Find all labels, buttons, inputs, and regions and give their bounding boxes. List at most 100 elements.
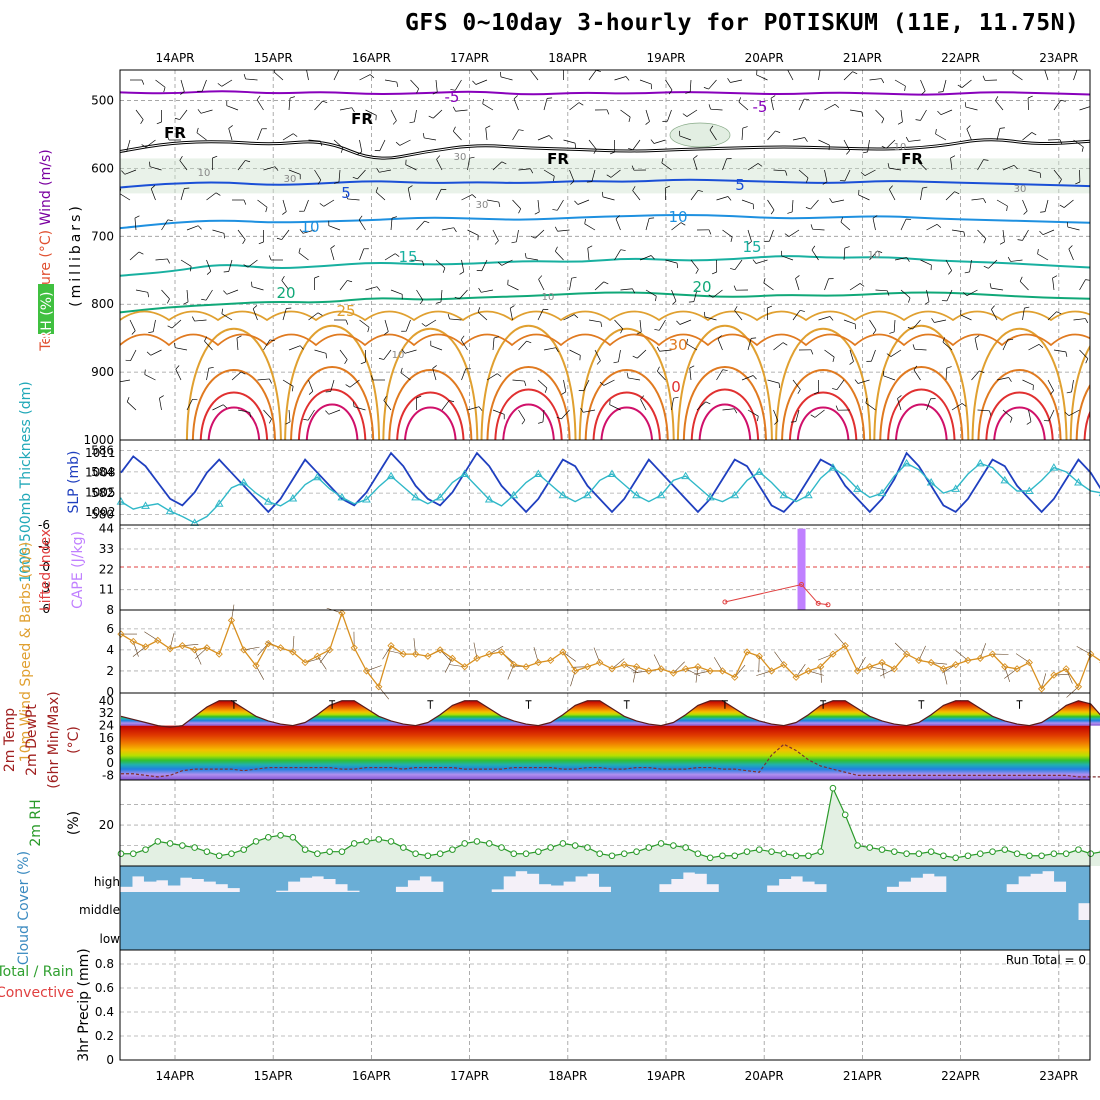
wind-barb-feather [668, 89, 673, 95]
wind-barb-feather [243, 199, 247, 205]
wind-barb [200, 109, 213, 114]
wind10m-point [313, 652, 322, 660]
wind-barb [920, 259, 932, 266]
wind-barb-feather [249, 412, 252, 418]
wind-barb [773, 169, 786, 172]
temp-tick: 24 [99, 719, 114, 733]
cloud-bar [131, 920, 145, 950]
wind-barb-feather [497, 261, 503, 266]
rh-point [952, 854, 959, 862]
wind-barb-feather [340, 147, 344, 153]
wind-barb-feather [606, 109, 610, 115]
wind-barb-feather [599, 381, 605, 386]
wind-barb-feather [795, 275, 800, 279]
wind-barb-feather [964, 271, 970, 274]
wind10m-barb [1015, 653, 1030, 663]
wind-barb-feather [574, 200, 579, 205]
wind-barb [671, 398, 674, 411]
wind-barb [991, 309, 998, 321]
cloud-bar [1066, 892, 1079, 920]
rh-point [1050, 850, 1058, 858]
wind-barb [588, 70, 597, 81]
wind-barb-feather [276, 237, 282, 240]
wind10m-point [976, 654, 984, 662]
wind-barb [920, 188, 923, 201]
wind-barb-feather [317, 179, 322, 185]
wind-barb-feather [650, 139, 655, 144]
rh-point [903, 850, 910, 858]
cloud-bar [155, 866, 169, 881]
wind-barb-feather [587, 245, 593, 249]
cloud-bar [239, 866, 253, 892]
wind-barb-feather [208, 366, 214, 369]
wind-barb-feather [964, 102, 967, 108]
wind-barb [709, 129, 717, 141]
cloud-bar [599, 892, 612, 920]
upper-air-plot [120, 70, 1090, 440]
rh-point [166, 840, 174, 847]
wind-barb [399, 139, 411, 146]
ylabel-precip-conv: Convective [0, 985, 74, 1001]
diurnal-isotherm [690, 388, 759, 440]
diurnal-isotherm [207, 406, 261, 440]
cloud-bar [742, 866, 756, 892]
date-label-bottom: 17APR [450, 1069, 489, 1083]
wind-barb [383, 349, 392, 360]
wind-barb [995, 100, 1004, 111]
rh-contour-label: 30 [1014, 184, 1027, 195]
wind10m-point [964, 656, 972, 665]
wind-barb-feather [148, 331, 154, 334]
wind-barb-feather [693, 155, 698, 159]
wind10m-point [915, 656, 923, 665]
wind-barb [212, 404, 224, 411]
wind-barb [686, 109, 698, 117]
wind-barb [482, 103, 494, 111]
rh-contour-label: 30 [284, 174, 297, 185]
wind-barb-feather [915, 119, 921, 121]
cloud-bar [299, 892, 313, 920]
wind-barb [379, 139, 386, 151]
wind-barb-feather [689, 365, 695, 369]
wind-barb [897, 398, 902, 411]
ylabel-wind10m: 10m Wind Speed & Barbs (m/s) [18, 542, 34, 762]
cloud-bar [287, 866, 301, 882]
wind-barb-feather [552, 209, 558, 211]
wind10m-point [485, 650, 493, 658]
wind-barb [961, 79, 972, 88]
cloud-bar [754, 866, 768, 892]
wind10m-barb [795, 663, 806, 678]
wind-barb-feather [308, 390, 314, 395]
wind-barb [459, 289, 468, 300]
contour-label: 0 [671, 378, 681, 396]
wind-barb-feather [722, 369, 728, 371]
cloud-bar [922, 892, 935, 920]
rh-point [215, 852, 223, 860]
wind-barb [951, 403, 963, 411]
cloud-bar [347, 866, 361, 891]
cloud-bar [1042, 920, 1055, 950]
wind-barb [946, 289, 953, 302]
wind10m-point [473, 654, 481, 662]
diurnal-isotherm [592, 391, 661, 440]
rh-point [289, 834, 297, 841]
wind-barb-feather [872, 215, 878, 219]
wind-barb-feather [1066, 391, 1072, 394]
rh-point [424, 852, 432, 860]
wind-barb [920, 109, 927, 121]
thickness-point [558, 490, 568, 499]
wind-barb [632, 139, 641, 150]
rh-point [694, 850, 702, 858]
thickness-point [460, 469, 470, 477]
cloud-bar [682, 920, 696, 950]
wind10m-point [853, 667, 862, 675]
wind-barb [795, 409, 800, 422]
wind-barb [359, 319, 370, 328]
wind-barb-feather [1050, 390, 1054, 395]
cloud-bar [599, 920, 612, 950]
wind-tick: 0 [106, 685, 114, 699]
wind-barb [710, 108, 723, 111]
wind-barb [588, 139, 597, 150]
wind-barb-feather [966, 125, 971, 130]
cloud-bar [838, 920, 851, 950]
wind-barb [890, 349, 902, 357]
